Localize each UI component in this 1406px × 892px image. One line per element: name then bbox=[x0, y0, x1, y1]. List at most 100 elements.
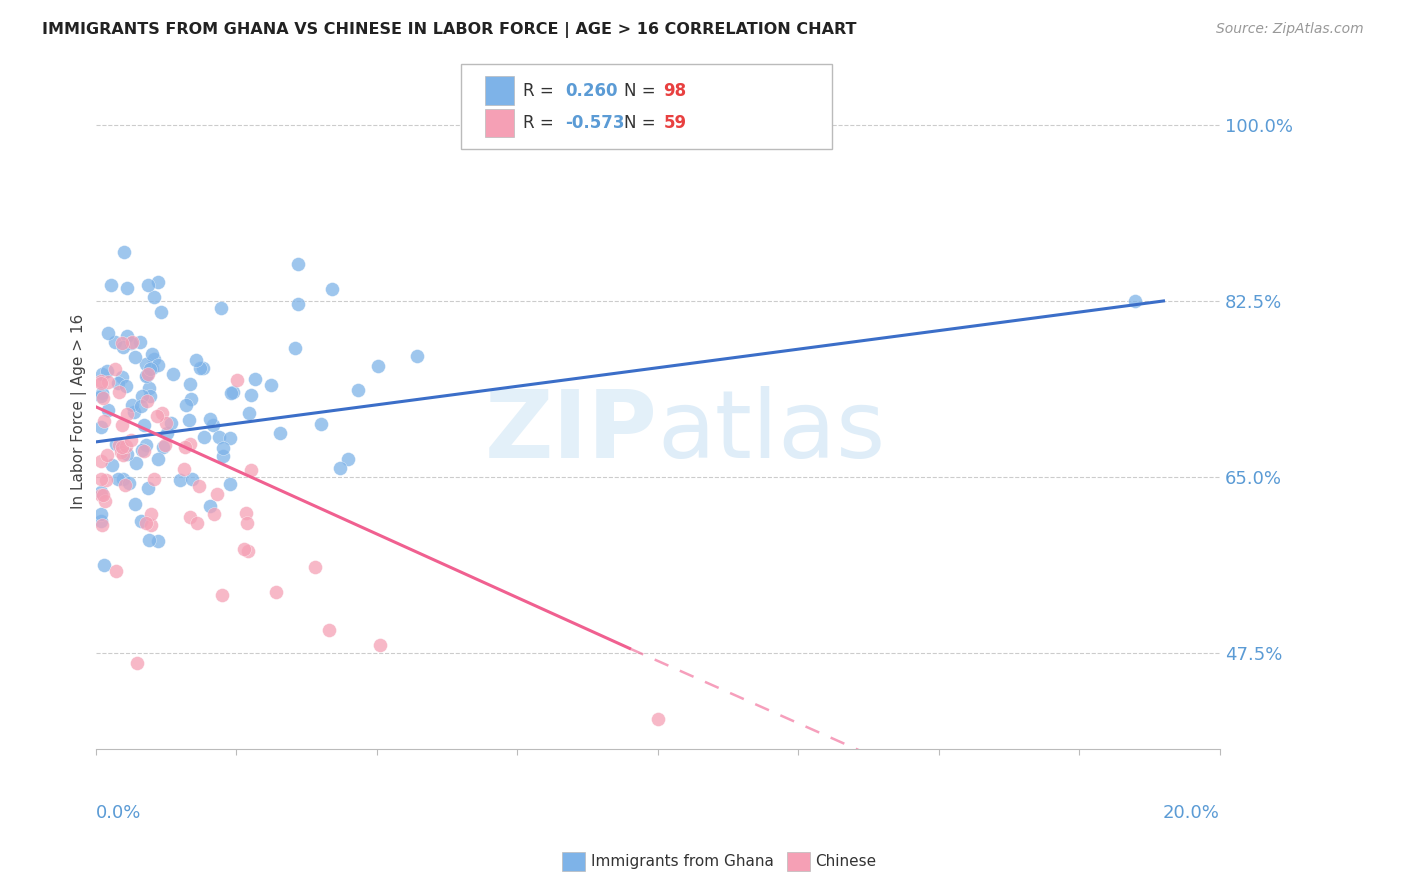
Point bbox=[173, 462, 195, 476]
Point bbox=[114, 379, 136, 393]
Point bbox=[143, 352, 166, 367]
Point bbox=[201, 418, 224, 433]
Point bbox=[207, 487, 229, 501]
Point bbox=[90, 472, 112, 486]
Point bbox=[125, 656, 148, 670]
Point bbox=[114, 478, 136, 492]
Point bbox=[120, 433, 142, 447]
Point bbox=[179, 437, 201, 451]
Point bbox=[111, 370, 134, 384]
Point bbox=[100, 277, 122, 292]
Point bbox=[139, 389, 162, 403]
Text: ZIP: ZIP bbox=[485, 386, 658, 478]
Point bbox=[347, 383, 370, 397]
Point bbox=[115, 447, 138, 461]
Point bbox=[111, 418, 134, 433]
Point bbox=[148, 452, 170, 467]
Point bbox=[129, 399, 152, 413]
Point bbox=[135, 394, 157, 409]
Point bbox=[179, 377, 201, 392]
Point bbox=[111, 440, 134, 454]
Point bbox=[304, 559, 326, 574]
Point bbox=[225, 373, 247, 387]
Point bbox=[264, 584, 287, 599]
FancyBboxPatch shape bbox=[461, 64, 832, 149]
Point bbox=[181, 472, 204, 486]
Point bbox=[135, 369, 157, 384]
Point bbox=[318, 623, 340, 637]
Point bbox=[103, 362, 125, 376]
Point bbox=[91, 518, 114, 533]
Point bbox=[138, 381, 160, 395]
Point bbox=[143, 290, 166, 304]
Point bbox=[269, 425, 291, 440]
Point bbox=[117, 281, 139, 295]
Point bbox=[125, 456, 148, 470]
Point bbox=[90, 368, 112, 382]
Text: 0.260: 0.260 bbox=[565, 81, 619, 100]
Text: Source: ZipAtlas.com: Source: ZipAtlas.com bbox=[1216, 22, 1364, 37]
Point bbox=[96, 364, 118, 378]
Point bbox=[131, 442, 153, 457]
Point bbox=[146, 275, 169, 289]
Point bbox=[96, 448, 118, 462]
Text: Immigrants from Ghana: Immigrants from Ghana bbox=[591, 855, 773, 869]
Point bbox=[112, 244, 135, 259]
Point bbox=[97, 375, 120, 389]
Point bbox=[90, 454, 112, 468]
Point bbox=[91, 488, 114, 502]
Point bbox=[136, 481, 159, 495]
Point bbox=[211, 442, 233, 456]
Point bbox=[406, 349, 429, 363]
Point bbox=[90, 487, 112, 501]
Point bbox=[111, 335, 134, 350]
Point bbox=[1125, 293, 1147, 308]
Point bbox=[174, 398, 197, 412]
Point bbox=[122, 405, 145, 419]
Point bbox=[112, 449, 135, 463]
Point bbox=[134, 443, 156, 458]
Point bbox=[139, 517, 162, 532]
Point bbox=[93, 414, 115, 428]
Point bbox=[115, 329, 138, 343]
Text: N =: N = bbox=[624, 81, 661, 100]
Point bbox=[146, 358, 169, 372]
Point bbox=[155, 438, 177, 452]
Point bbox=[96, 473, 118, 487]
Point bbox=[236, 544, 259, 558]
Point bbox=[117, 476, 139, 491]
Text: 98: 98 bbox=[664, 81, 686, 100]
Point bbox=[136, 278, 159, 293]
Point bbox=[93, 558, 115, 572]
Point bbox=[238, 406, 260, 420]
Point bbox=[193, 430, 215, 444]
Point bbox=[129, 334, 152, 349]
Point bbox=[135, 516, 157, 530]
Point bbox=[239, 388, 262, 402]
Point bbox=[235, 506, 257, 520]
Point bbox=[146, 533, 169, 548]
Point bbox=[107, 376, 129, 391]
Point bbox=[321, 282, 343, 296]
Point bbox=[90, 507, 112, 521]
Point bbox=[179, 510, 201, 524]
Point bbox=[121, 334, 143, 349]
Point bbox=[97, 326, 120, 341]
Point bbox=[141, 360, 163, 375]
Point bbox=[121, 398, 143, 412]
Point bbox=[90, 374, 112, 388]
Point bbox=[243, 372, 266, 386]
Point bbox=[91, 391, 114, 405]
Point bbox=[120, 336, 142, 351]
Point bbox=[152, 406, 174, 420]
Point bbox=[208, 430, 231, 444]
Point bbox=[139, 361, 162, 376]
Point bbox=[124, 350, 146, 364]
Point bbox=[232, 541, 254, 556]
Point bbox=[90, 389, 112, 403]
Text: Chinese: Chinese bbox=[815, 855, 876, 869]
FancyBboxPatch shape bbox=[485, 109, 513, 137]
Point bbox=[184, 353, 207, 368]
Point bbox=[198, 499, 221, 513]
Point bbox=[124, 497, 146, 511]
